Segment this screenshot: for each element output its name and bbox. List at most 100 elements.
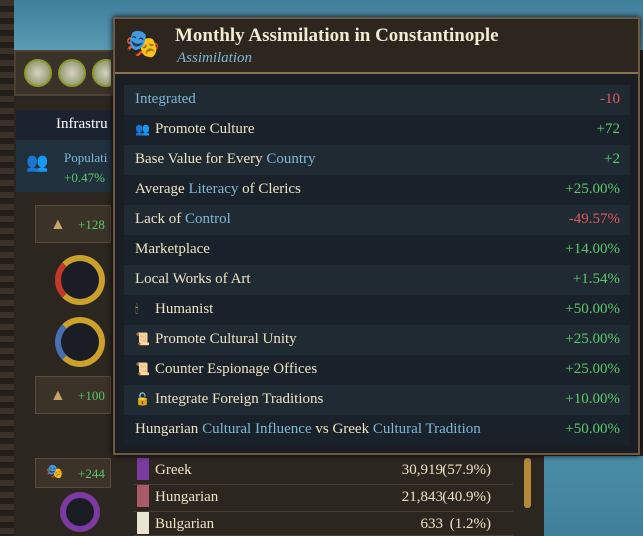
modifier-row: Lack of Control -49.57% [124, 205, 630, 235]
modifier-label: 🔓 Integrate Foreign Traditions [135, 391, 323, 408]
pop-decline-box: ▲ +100 [35, 376, 111, 414]
tooltip-subtitle: Assimilation [177, 50, 253, 66]
culture-stat: +244 [78, 466, 105, 481]
frame-border [0, 0, 14, 536]
concept-link[interactable]: Cultural Tradition [372, 421, 481, 437]
modifier-list: Integrated -10 👥 Promote Culture +72 Base Val… [124, 85, 630, 445]
terrain-icon[interactable] [24, 59, 52, 87]
modifier-row: Integrated -10 [124, 85, 630, 115]
label-text: Hungarian [135, 421, 203, 437]
culture-flag [137, 512, 149, 534]
map-view-lower[interactable] [540, 456, 643, 536]
population-growth: +0.47% [64, 170, 105, 185]
label-text: Marketplace [135, 241, 210, 257]
culture-name: Greek [155, 462, 192, 478]
culture-row[interactable]: Greek 30,919 (57.9%) [133, 458, 513, 485]
label-text: Base Value for Every [135, 151, 267, 167]
population-label: Populati [64, 150, 108, 165]
modifier-label: Hungarian Cultural Influence vs Greek Cu… [135, 421, 481, 438]
modifier-label: Local Works of Art [135, 271, 251, 288]
modifier-row: Average Literacy of Clerics +25.00% [124, 175, 630, 205]
culture-row[interactable]: Bulgarian 633 (1.2%) [133, 512, 513, 536]
pyramid-ring-icon[interactable] [55, 255, 105, 305]
modifier-value: -10 [600, 91, 620, 107]
label-text: of Clerics [238, 181, 301, 197]
culture-count: 633 [420, 516, 444, 532]
modifier-label: Integrated [135, 91, 196, 108]
stat-down: +100 [78, 388, 105, 403]
modifier-label: 🕯 Humanist [135, 301, 213, 318]
culture-name: Bulgarian [155, 516, 215, 532]
modifier-row: Hungarian Cultural Influence vs Greek Cu… [124, 415, 630, 445]
modifier-value: +50.00% [565, 301, 620, 317]
modifier-row: Marketplace +14.00% [124, 235, 630, 265]
modifier-value: +1.54% [572, 271, 620, 287]
label-text: Humanist [155, 301, 214, 317]
cultural-unity-icon: 📜 [135, 332, 150, 346]
modifier-row: Local Works of Art +1.54% [124, 265, 630, 295]
modifier-value: +2 [604, 151, 620, 167]
modifier-value: +25.00% [565, 181, 620, 197]
modifier-value: +25.00% [565, 331, 620, 347]
concept-link[interactable]: Control [184, 211, 231, 227]
modifier-value: +10.00% [565, 391, 620, 407]
label-text: Average [135, 181, 189, 197]
pyramid-up-icon: ▲ [50, 216, 66, 233]
concept-link[interactable]: Literacy [188, 181, 239, 197]
culture-count: 21,843 [401, 489, 443, 505]
modifier-value: -49.57% [568, 211, 620, 227]
modifier-value: +72 [596, 121, 620, 137]
modifier-row: 🔓 Integrate Foreign Traditions +10.00% [124, 385, 630, 415]
culture-growth-box: 🎭 +244 [35, 458, 111, 488]
modifier-label: Base Value for Every Country [135, 151, 316, 168]
assimilation-tooltip: 🎭 Monthly Assimilation in Constantinople… [113, 17, 640, 455]
modifier-label: 📜 Promote Cultural Unity [135, 331, 297, 348]
label-text: vs Greek [311, 421, 373, 437]
concept-link[interactable]: Country [266, 151, 316, 167]
humanist-icon: 🕯 [135, 302, 139, 316]
label-text: Lack of [135, 211, 185, 227]
culture-scrollbar[interactable] [524, 458, 531, 508]
culture-row[interactable]: Hungarian 21,843 (40.9%) [133, 485, 513, 512]
building-ring-icon[interactable] [55, 317, 105, 367]
concept-link[interactable]: Cultural Influence [202, 421, 312, 437]
modifier-label: Lack of Control [135, 211, 231, 228]
vegetation-icon[interactable] [92, 59, 111, 87]
culture-flag [137, 485, 149, 507]
modifier-row: 🕯 Humanist +50.00% [124, 295, 630, 325]
population-summary: 👥 Populati +0.47% [16, 140, 112, 192]
terrain-bar [14, 50, 113, 96]
stat-up: +128 [78, 217, 105, 232]
tooltip-title: Monthly Assimilation in Constantinople [175, 25, 499, 46]
pyramid-down-icon: ▲ [50, 387, 66, 404]
modifier-row: 📜 Counter Espionage Offices +25.00% [124, 355, 630, 385]
modifier-label: Average Literacy of Clerics [135, 181, 301, 198]
label-text: Counter Espionage Offices [155, 361, 318, 377]
culture-name: Hungarian [155, 489, 219, 505]
culture-percent: (1.2%) [449, 516, 491, 532]
infrastructure-tab[interactable]: Infrastru [16, 110, 112, 140]
label-text: Local Works of Art [135, 271, 251, 287]
modifier-row: Base Value for Every Country +2 [124, 145, 630, 175]
culture-percent: (40.9%) [442, 489, 491, 505]
label-text: Promote Culture [155, 121, 255, 137]
label-text: Integrate Foreign Traditions [155, 391, 324, 407]
tooltip-header: 🎭 Monthly Assimilation in Constantinople… [115, 19, 638, 74]
pop-growth-box: ▲ +128 [35, 205, 111, 243]
modifier-row: 👥 Promote Culture +72 [124, 115, 630, 145]
modifier-value: +14.00% [565, 241, 620, 257]
culture-flag [137, 458, 149, 480]
scroll-icon: 📜 [135, 362, 150, 376]
climate-icon[interactable] [58, 59, 86, 87]
modifier-label: Marketplace [135, 241, 210, 258]
masks-icon: 🎭 [46, 465, 64, 480]
culture-ring-icon[interactable] [60, 492, 100, 532]
modifier-row: 📜 Promote Cultural Unity +25.00% [124, 325, 630, 355]
label-text: Promote Cultural Unity [155, 331, 297, 347]
modifier-label: 📜 Counter Espionage Offices [135, 361, 317, 378]
promote-culture-icon: 👥 [135, 122, 150, 136]
concept-link[interactable]: Integrated [135, 91, 196, 107]
modifier-value: +25.00% [565, 361, 620, 377]
foreign-traditions-icon: 🔓 [135, 392, 150, 406]
culture-percent: (57.9%) [442, 462, 491, 478]
